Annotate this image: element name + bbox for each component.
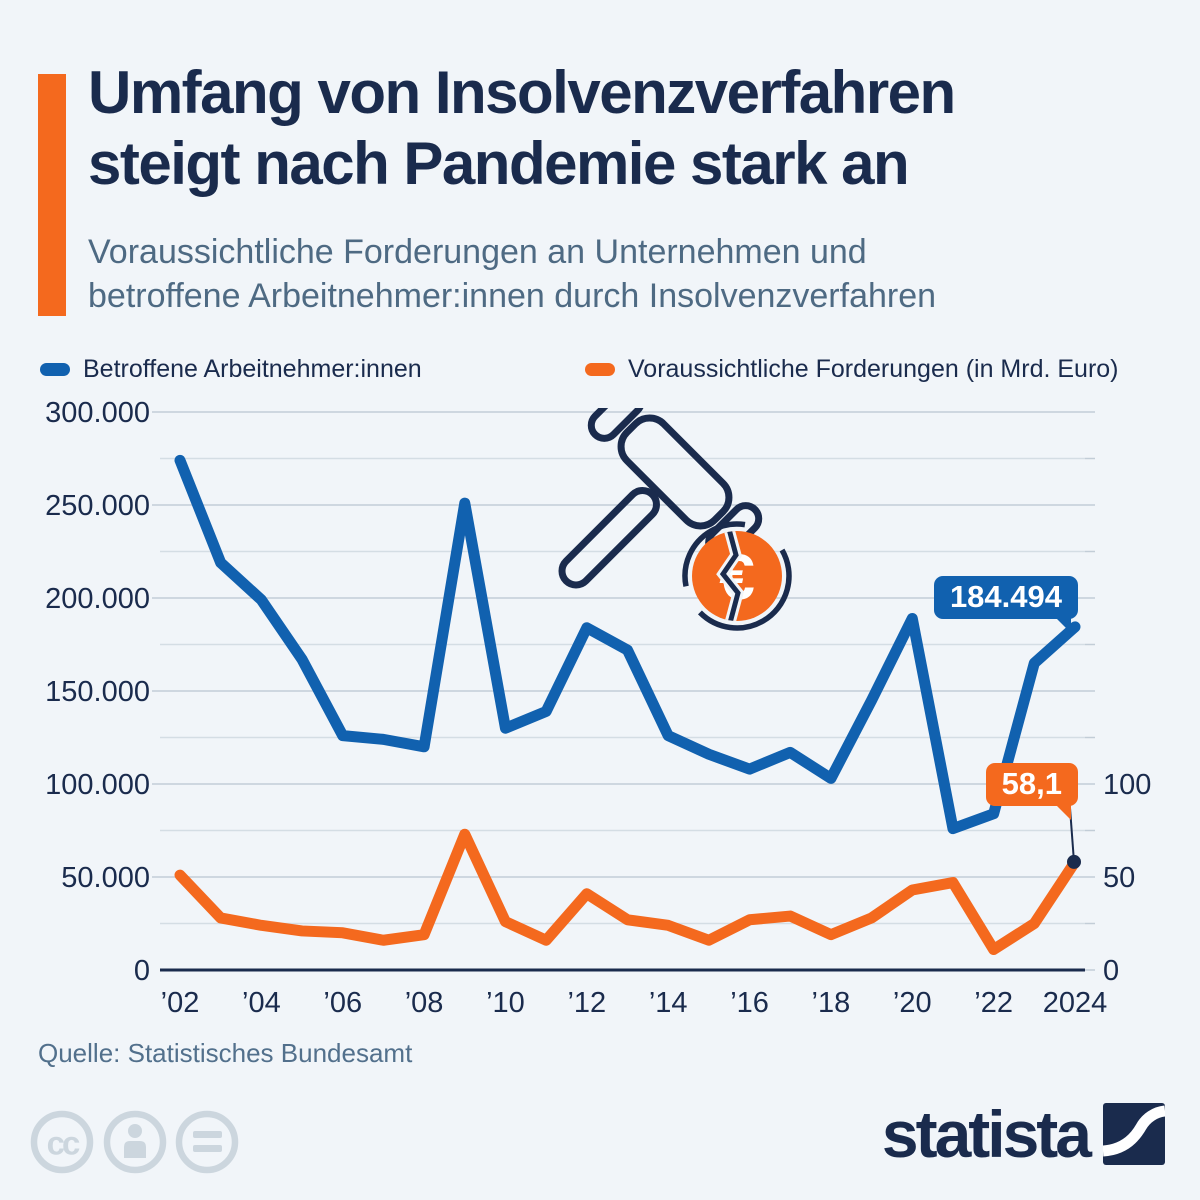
x-axis-label: ’02 — [161, 987, 200, 1019]
cc-letters: cc — [47, 1125, 80, 1162]
y-axis-label-right: 50 — [1103, 862, 1135, 894]
legend-label-employees: Betroffene Arbeitnehmer:innen — [83, 355, 422, 383]
x-axis-label: ’06 — [323, 987, 362, 1019]
x-axis-label: ’18 — [812, 987, 851, 1019]
cc-license-icons: cc — [30, 1110, 239, 1174]
statista-logo-mark — [1103, 1103, 1165, 1165]
y-axis-label-left: 0 — [134, 955, 150, 987]
legend-label-claims: Voraussichtliche Forderungen (in Mrd. Eu… — [628, 355, 1119, 383]
y-axis-label-left: 100.000 — [45, 769, 150, 801]
employees-value-callout: 184.494 — [933, 576, 1078, 633]
equals-bars — [193, 1131, 222, 1152]
x-axis-label: ’16 — [730, 987, 769, 1019]
x-axis-label: ’14 — [649, 987, 688, 1019]
x-axis-label: ’04 — [242, 987, 281, 1019]
x-axis-label: ’22 — [974, 987, 1013, 1019]
legend-swatch-claims — [585, 363, 615, 376]
x-axis-label: ’12 — [567, 987, 606, 1019]
x-axis-label: ’10 — [486, 987, 525, 1019]
gavel-head — [617, 414, 733, 530]
subtitle-line-2: betroffene Arbeitnehmer:innen durch Inso… — [88, 277, 937, 316]
employees-value-label: 184.494 — [949, 579, 1062, 614]
y-axis-label-left: 50.000 — [61, 862, 150, 894]
statista-wordmark: statista — [881, 1097, 1092, 1171]
x-axis-label: ’20 — [893, 987, 932, 1019]
page-title: Umfang von Insolvenzverfahren steigt nac… — [88, 58, 956, 200]
subtitle-line-1: Voraussichtliche Forderungen an Unterneh… — [88, 233, 867, 271]
subtitle: Voraussichtliche Forderungen an Unterneh… — [88, 230, 936, 318]
cc-attribution-icon — [103, 1110, 167, 1174]
claims-value-callout: 58,1 — [985, 763, 1078, 820]
gavel-handle — [558, 487, 660, 589]
cc-icon — [30, 1110, 94, 1174]
claims-line — [174, 828, 1081, 956]
coin-outer-ring — [682, 521, 792, 631]
y-axis-label-right: 100 — [1103, 769, 1151, 801]
y-axis-label-left: 250.000 — [45, 490, 150, 522]
y-axis-label-left: 200.000 — [45, 583, 150, 615]
claims-endpoint-dot — [1067, 854, 1081, 869]
statista-logo: statista — [882, 1096, 1165, 1172]
legend-item-claims: Voraussichtliche Forderungen (in Mrd. Eu… — [585, 355, 1119, 384]
gavel-band-left — [587, 408, 645, 442]
accent-bar — [38, 74, 66, 316]
legend-item-employees: Betroffene Arbeitnehmer:innen — [40, 355, 422, 384]
y-axis-label-left: 150.000 — [45, 676, 150, 708]
callout-tail — [1056, 618, 1071, 633]
y-axis-label-left: 300.000 — [45, 397, 150, 429]
cc-no-derivatives-icon — [175, 1110, 239, 1174]
decorative-icons: € — [558, 408, 792, 631]
legend-swatch-employees — [40, 363, 70, 376]
title-line-2: steigt nach Pandemie stark an — [88, 129, 910, 197]
source-note: Quelle: Statistisches Bundesamt — [38, 1038, 413, 1068]
coin-body — [692, 531, 782, 621]
y-axis-label-right: 0 — [1103, 955, 1119, 987]
employees-line — [174, 454, 1081, 835]
broken-euro-coin-icon: € — [682, 521, 792, 631]
claims-value-label: 58,1 — [1001, 766, 1062, 801]
title-line-1: Umfang von Insolvenzverfahren — [88, 59, 956, 126]
coin-crack — [716, 531, 745, 621]
callout-tail — [1056, 805, 1071, 820]
x-axis-label: 2024 — [1043, 987, 1108, 1019]
x-axis-label: ’08 — [405, 987, 444, 1019]
attribution-person — [124, 1124, 146, 1158]
